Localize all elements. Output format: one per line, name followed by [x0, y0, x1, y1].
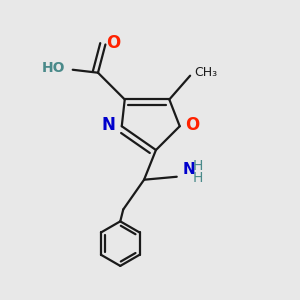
Text: N: N [182, 162, 195, 177]
Text: CH₃: CH₃ [195, 66, 218, 79]
Text: H: H [192, 171, 203, 185]
Text: N: N [101, 116, 115, 134]
Text: O: O [106, 34, 120, 52]
Text: HO: HO [42, 61, 65, 75]
Text: O: O [185, 116, 199, 134]
Text: H: H [192, 159, 203, 173]
